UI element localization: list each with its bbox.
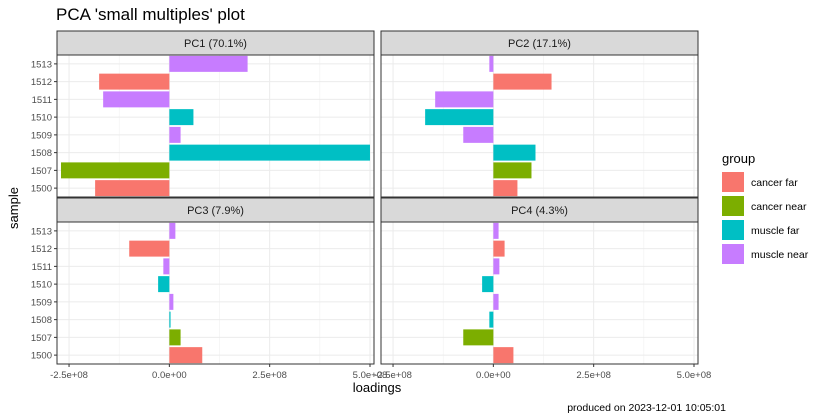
x-tick-label: 2.5e+08 bbox=[576, 370, 611, 381]
y-tick-label: 1508 bbox=[31, 148, 52, 159]
y-axis-title: sample bbox=[6, 187, 21, 229]
panel-background bbox=[381, 222, 698, 364]
legend: group cancer far cancer near muscle far mus… bbox=[722, 151, 809, 264]
y-tick-label: 1500 bbox=[31, 351, 52, 362]
bar-1500 bbox=[95, 180, 170, 197]
x-tick-label: 5.0e+08 bbox=[353, 370, 388, 381]
bar-1507 bbox=[493, 162, 532, 179]
bar-1509 bbox=[493, 293, 499, 310]
legend-key bbox=[722, 244, 744, 264]
bar-1510 bbox=[482, 276, 494, 293]
legend-key bbox=[722, 196, 744, 216]
bar-1511 bbox=[103, 91, 170, 108]
bar-1513 bbox=[169, 222, 176, 239]
facet-label: PC1 (70.1%) bbox=[184, 38, 247, 50]
y-tick-label: 1511 bbox=[32, 95, 52, 106]
bar-1510 bbox=[425, 109, 494, 126]
bar-1513 bbox=[493, 222, 499, 239]
panel-border bbox=[56, 221, 375, 365]
facet-label: PC4 (4.3%) bbox=[511, 205, 568, 217]
bar-1511 bbox=[435, 91, 494, 108]
x-tick-label: 0.0e+00 bbox=[152, 370, 187, 381]
facet-strip bbox=[380, 197, 699, 223]
facet-label: PC2 (17.1%) bbox=[508, 38, 571, 50]
caption: produced on 2023-12-01 10:05:01 bbox=[567, 402, 726, 414]
bar-1500 bbox=[493, 180, 518, 197]
y-tick-label: 1508 bbox=[31, 315, 52, 326]
bar-1508 bbox=[169, 311, 171, 328]
bar-1510 bbox=[158, 276, 170, 293]
x-tick-label: -2.5e+08 bbox=[50, 370, 88, 381]
facet-strip bbox=[56, 30, 375, 56]
panel-border bbox=[380, 54, 699, 198]
bar-1512 bbox=[99, 73, 170, 90]
y-tick-label: 1507 bbox=[31, 333, 52, 344]
legend-label: muscle near bbox=[751, 249, 809, 261]
bar-1508 bbox=[493, 144, 536, 161]
x-tick-label: 0.0e+00 bbox=[476, 370, 511, 381]
bar-1507 bbox=[61, 162, 170, 179]
y-tick-label: 1512 bbox=[31, 244, 52, 255]
y-tick-label: 1510 bbox=[31, 280, 52, 291]
bar-1511 bbox=[163, 258, 170, 275]
legend-label: cancer near bbox=[751, 201, 807, 213]
legend-title: group bbox=[722, 151, 755, 166]
y-tick-label: 1500 bbox=[31, 184, 52, 195]
x-tick-label: 2.5e+08 bbox=[252, 370, 287, 381]
facet-panel: PC4 (4.3%) bbox=[380, 197, 699, 365]
y-tick-label: 1510 bbox=[31, 113, 52, 124]
facet-strip bbox=[380, 30, 699, 56]
chart-title: PCA 'small multiples' plot bbox=[56, 5, 245, 24]
x-axes: -2.5e+08 0.0e+00 2.5e+08 5.0e+08-2.5e+08 0.0… bbox=[50, 364, 711, 381]
bar-1513 bbox=[169, 55, 248, 72]
legend-label: cancer far bbox=[751, 177, 798, 189]
facet-panel: PC3 (7.9%) bbox=[56, 197, 375, 365]
bar-1507 bbox=[169, 329, 181, 346]
bar-1511 bbox=[493, 258, 500, 275]
bar-1500 bbox=[493, 347, 514, 364]
facet-panel: PC2 (17.1%) bbox=[380, 30, 699, 198]
bar-1512 bbox=[493, 73, 552, 90]
x-axis-title: loadings bbox=[353, 380, 402, 395]
y-tick-label: 1511 bbox=[32, 262, 52, 273]
bar-1508 bbox=[169, 144, 370, 161]
bar-1509 bbox=[169, 126, 181, 143]
panel-border bbox=[380, 221, 699, 365]
bar-1512 bbox=[493, 240, 505, 257]
bar-1508 bbox=[489, 311, 494, 328]
legend-key bbox=[722, 172, 744, 192]
facet-panel: PC1 (70.1%) bbox=[56, 30, 375, 198]
facet-panels: PC1 (70.1%) PC2 (17.1%) PC3 (7.9%) PC4 (4.3… bbox=[56, 30, 699, 365]
bar-1513 bbox=[489, 55, 494, 72]
facet-strip bbox=[56, 197, 375, 223]
y-tick-label: 1513 bbox=[31, 59, 52, 70]
y-tick-label: 1509 bbox=[31, 297, 52, 308]
bar-1510 bbox=[169, 109, 194, 126]
y-tick-label: 1512 bbox=[31, 77, 52, 88]
panel-border bbox=[56, 54, 375, 198]
y-axes: 1513 1512 1511 1510 1509 1508 1507 1500 1513 1512… bbox=[31, 59, 57, 362]
legend-key bbox=[722, 220, 744, 240]
bar-1509 bbox=[169, 293, 174, 310]
bar-1512 bbox=[129, 240, 170, 257]
x-tick-label: 5.0e+08 bbox=[677, 370, 712, 381]
x-tick-label: -2.5e+08 bbox=[374, 370, 412, 381]
bar-1507 bbox=[463, 329, 494, 346]
y-tick-label: 1507 bbox=[31, 166, 52, 177]
facet-label: PC3 (7.9%) bbox=[187, 205, 244, 217]
bar-1500 bbox=[169, 347, 203, 364]
panel-background bbox=[57, 222, 374, 364]
y-tick-label: 1509 bbox=[31, 130, 52, 141]
legend-label: muscle far bbox=[751, 225, 800, 237]
bar-1509 bbox=[463, 126, 494, 143]
y-tick-label: 1513 bbox=[31, 226, 52, 237]
